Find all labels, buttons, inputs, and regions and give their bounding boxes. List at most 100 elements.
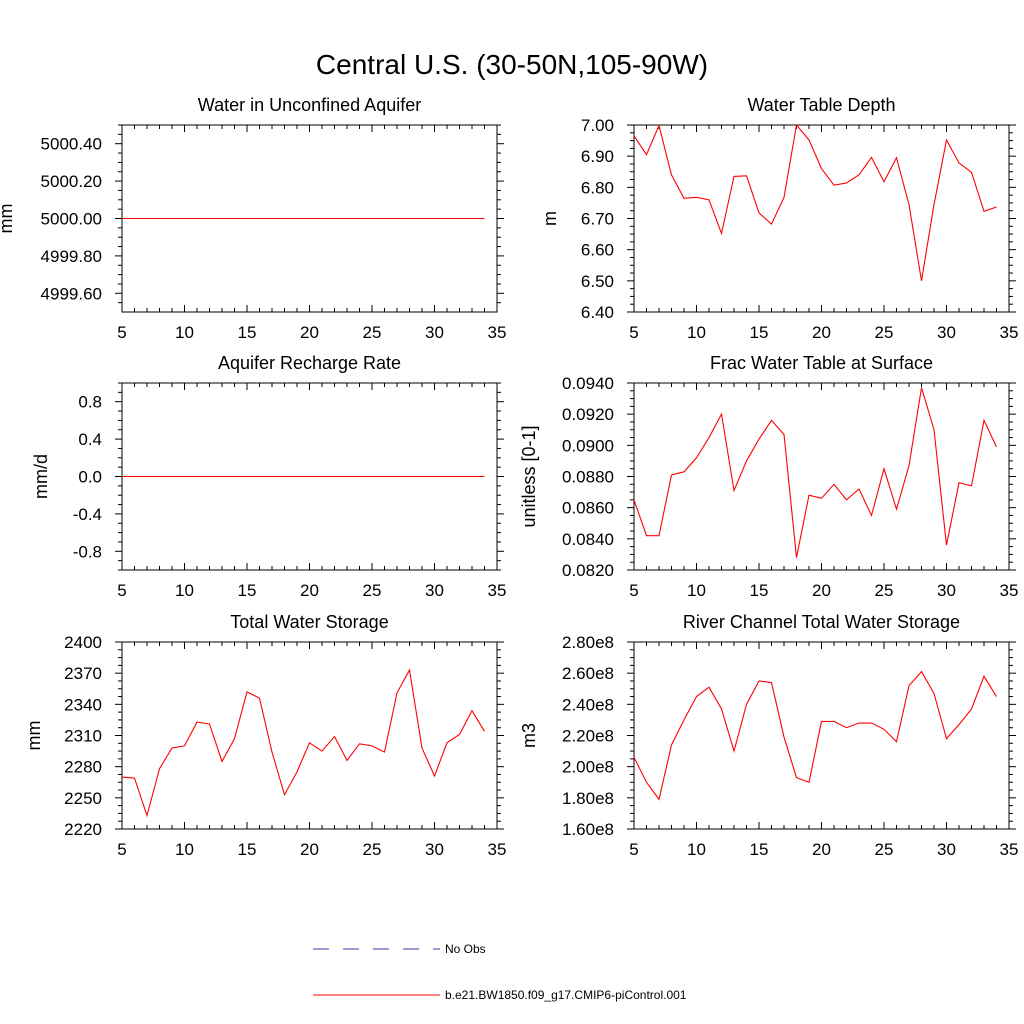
- x-tick-label: 10: [175, 323, 194, 342]
- x-tick-label: 30: [425, 840, 444, 859]
- x-tick-label: 5: [629, 581, 638, 600]
- y-tick-label: 2.60e8: [562, 664, 614, 683]
- panel-title: Water Table Depth: [747, 95, 895, 115]
- y-tick-label: 2370: [64, 664, 102, 683]
- x-tick-label: 25: [875, 581, 894, 600]
- y-axis-label: m: [540, 211, 560, 226]
- x-tick-label: 20: [812, 840, 831, 859]
- panel-title: Frac Water Table at Surface: [710, 353, 933, 373]
- plot-frame: [633, 124, 1010, 313]
- panels: Water in Unconfined Aquifer mm 5 10 15 20 25 30…: [0, 95, 1018, 859]
- x-tick-label: 5: [117, 323, 126, 342]
- y-tick-label: -0.8: [73, 542, 102, 561]
- y-tick-label: 2340: [64, 695, 102, 714]
- panel-title: Total Water Storage: [230, 612, 388, 632]
- legend-label-model: b.e21.BW1850.f09_g17.CMIP6-piControl.001: [445, 988, 687, 1002]
- legend-label-no-obs: No Obs: [445, 942, 486, 956]
- y-tick-label: 6.60: [581, 241, 614, 260]
- x-tick-label: 10: [175, 840, 194, 859]
- x-tick-label: 30: [937, 840, 956, 859]
- series-line: [633, 123, 997, 281]
- y-tick-label: 5000.40: [41, 135, 102, 154]
- y-axis-label: m3: [519, 723, 539, 748]
- plot-frame: [121, 641, 498, 830]
- series-line: [121, 668, 485, 818]
- y-tick-label: 1.60e8: [562, 820, 614, 839]
- y-tick-label: 0.0940: [562, 374, 614, 393]
- y-tick-label: 5000.20: [41, 172, 102, 191]
- x-tick-label: 25: [363, 323, 382, 342]
- x-tick-label: 30: [937, 323, 956, 342]
- x-tick-label: 35: [488, 581, 507, 600]
- y-tick-label: 0.8: [78, 393, 102, 412]
- x-tick-label: 20: [812, 581, 831, 600]
- panel-title: River Channel Total Water Storage: [683, 612, 960, 632]
- panel-title: Water in Unconfined Aquifer: [198, 95, 421, 115]
- y-tick-label: 0.0900: [562, 436, 614, 455]
- y-tick-label: 2310: [64, 727, 102, 746]
- x-tick-label: 5: [629, 840, 638, 859]
- y-tick-label: 2.20e8: [562, 727, 614, 746]
- y-tick-label: 6.70: [581, 210, 614, 229]
- x-tick-label: 10: [687, 840, 706, 859]
- x-tick-label: 20: [812, 323, 831, 342]
- y-tick-label: 0.0820: [562, 561, 614, 580]
- y-tick-label: 2280: [64, 758, 102, 777]
- legend: No Obs b.e21.BW1850.f09_g17.CMIP6-piCont…: [313, 942, 687, 1002]
- x-tick-label: 25: [363, 581, 382, 600]
- plot-frame: [633, 382, 1010, 571]
- x-tick-label: 25: [363, 840, 382, 859]
- x-tick-label: 20: [300, 581, 319, 600]
- x-tick-label: 35: [488, 840, 507, 859]
- x-tick-label: 10: [687, 323, 706, 342]
- x-tick-label: 5: [629, 323, 638, 342]
- x-tick-label: 10: [687, 581, 706, 600]
- x-tick-label: 15: [750, 840, 769, 859]
- x-tick-label: 10: [175, 581, 194, 600]
- chart-panel-1: Water in Unconfined Aquifer mm 5 10 15 20 25 30…: [0, 95, 506, 342]
- x-tick-label: 35: [1000, 323, 1019, 342]
- series-line: [633, 670, 997, 801]
- chart-panel-6: River Channel Total Water Storage m3 5 10 15…: [519, 612, 1018, 859]
- y-tick-label: 7.00: [581, 116, 614, 135]
- chart-panel-5: Total Water Storage mm 5 10 15 20 25 30 35 2220 22…: [24, 612, 506, 859]
- chart-panel-3: Aquifer Recharge Rate mm/d 5 10 15 20 25 30 35 -0…: [31, 353, 506, 600]
- y-tick-label: 6.40: [581, 303, 614, 322]
- y-axis-label: unitless [0-1]: [519, 425, 539, 527]
- y-tick-label: 0.0920: [562, 405, 614, 424]
- x-tick-label: 30: [425, 323, 444, 342]
- y-tick-label: 0.0860: [562, 499, 614, 518]
- figure-title: Central U.S. (30-50N,105-90W): [316, 49, 708, 80]
- x-tick-label: 20: [300, 323, 319, 342]
- y-tick-label: 2.00e8: [562, 758, 614, 777]
- x-tick-label: 30: [425, 581, 444, 600]
- y-tick-label: 0.0880: [562, 468, 614, 487]
- y-tick-label: 0.0: [78, 468, 102, 487]
- x-tick-label: 35: [1000, 840, 1019, 859]
- y-tick-label: 2250: [64, 789, 102, 808]
- y-tick-label: 0.0840: [562, 530, 614, 549]
- x-tick-label: 25: [875, 323, 894, 342]
- chart-panel-4: Frac Water Table at Surface unitless [0-1…: [519, 353, 1018, 600]
- y-tick-label: 6.80: [581, 178, 614, 197]
- y-tick-label: 2.40e8: [562, 695, 614, 714]
- y-tick-label: 4999.60: [41, 284, 102, 303]
- chart-panel-2: Water Table Depth m 5 10 15 20 25 30 35 6.40 6.50 6…: [540, 95, 1018, 342]
- y-tick-label: 6.90: [581, 147, 614, 166]
- x-tick-label: 5: [117, 840, 126, 859]
- panel-title: Aquifer Recharge Rate: [218, 353, 401, 373]
- y-tick-label: 1.80e8: [562, 789, 614, 808]
- y-axis-label: mm: [24, 721, 44, 751]
- x-tick-label: 35: [1000, 581, 1019, 600]
- y-tick-label: 5000.00: [41, 210, 102, 229]
- y-tick-label: -0.4: [73, 505, 102, 524]
- series-line: [633, 387, 997, 558]
- x-tick-label: 25: [875, 840, 894, 859]
- y-tick-label: 2.80e8: [562, 633, 614, 652]
- plot-frame: [633, 641, 1010, 830]
- x-tick-label: 20: [300, 840, 319, 859]
- x-tick-label: 15: [238, 581, 257, 600]
- x-tick-label: 15: [750, 581, 769, 600]
- y-tick-label: 2400: [64, 633, 102, 652]
